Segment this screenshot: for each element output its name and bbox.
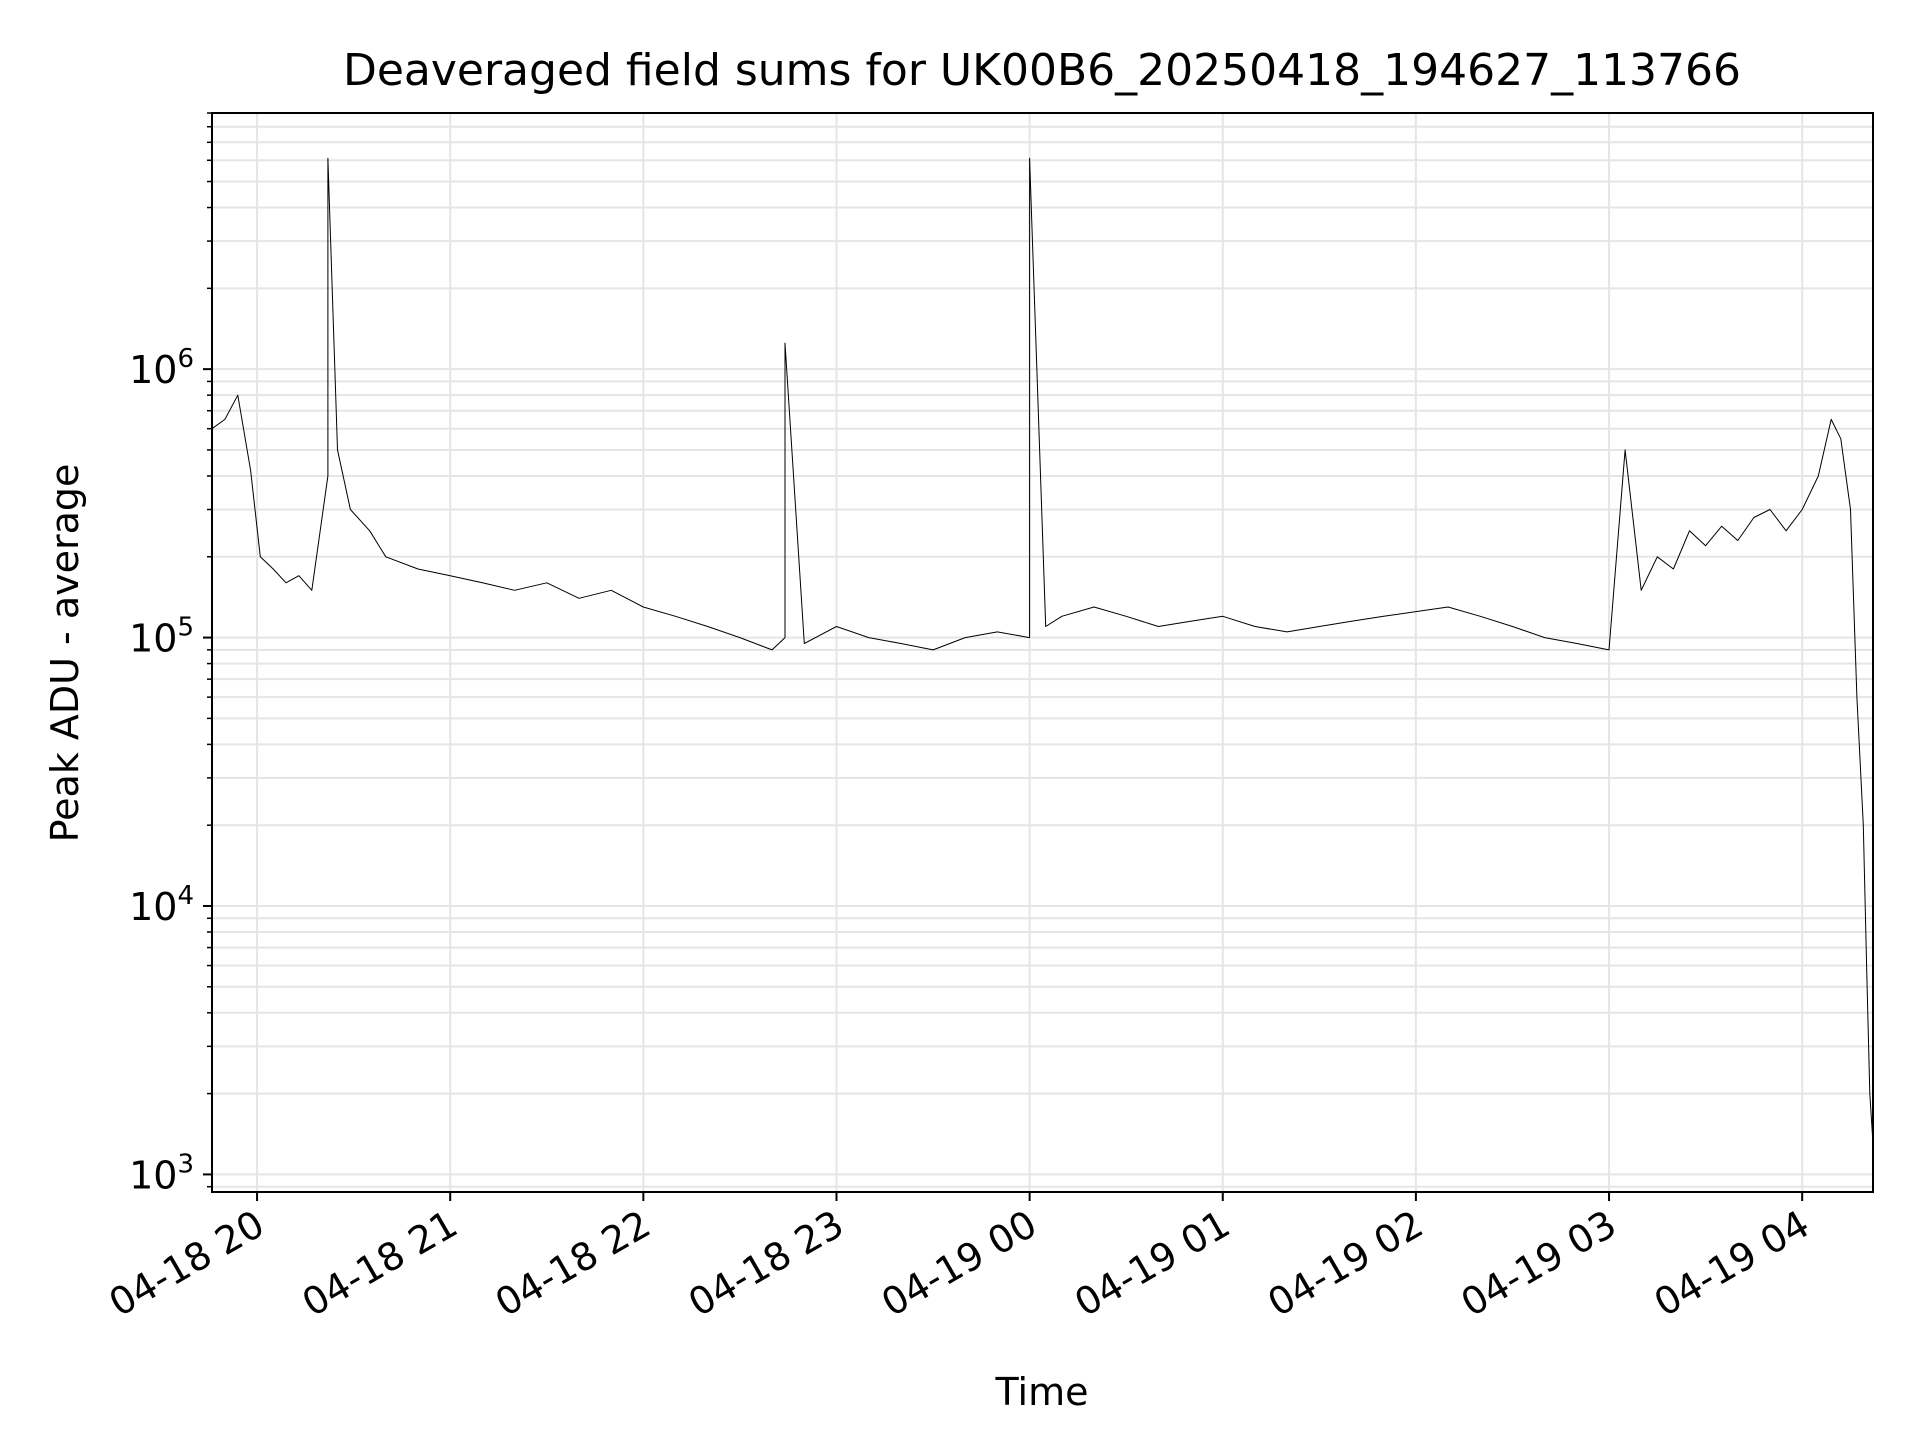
y-tick-label: 103 — [129, 1149, 194, 1197]
plot-frame — [211, 112, 1874, 1193]
minor-gridlines — [212, 112, 1873, 1188]
y-tick-label: 106 — [129, 344, 194, 392]
y-axis: 103 104 105 106 — [129, 112, 212, 1197]
chart-title: Deaveraged field sums for UK00B6_2025041… — [343, 45, 1741, 96]
y-tick-label: 105 — [129, 613, 194, 661]
y-axis-label: Peak ADU - average — [43, 464, 87, 843]
series-line — [211, 157, 1874, 1144]
series-layer — [211, 157, 1874, 1144]
x-axis-label: Time — [995, 1370, 1089, 1414]
y-tick-label: 104 — [129, 881, 194, 929]
